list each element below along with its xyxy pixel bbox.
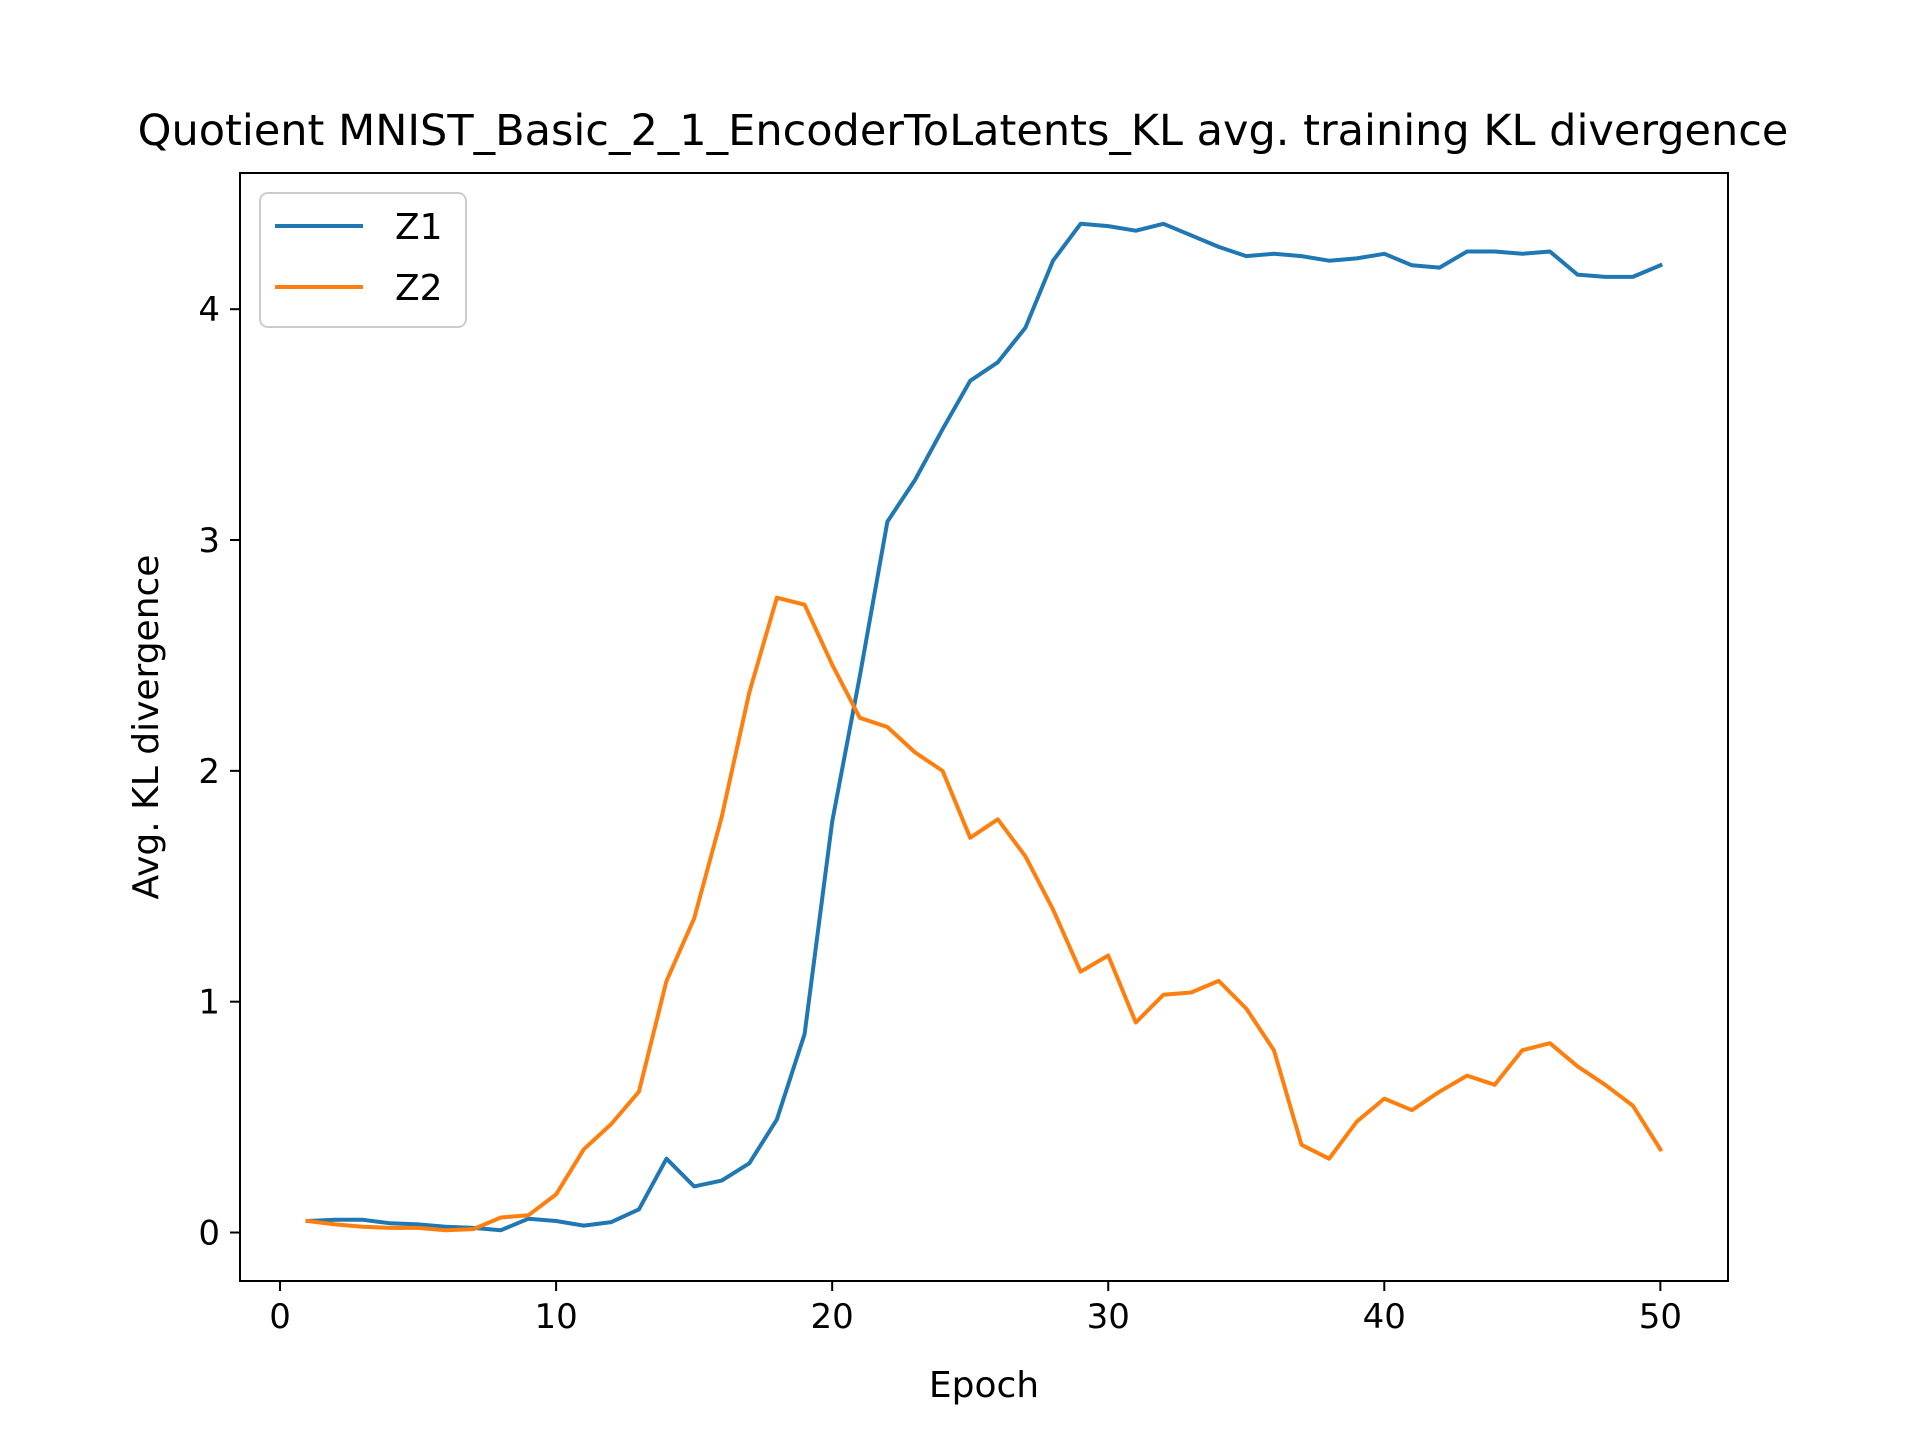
y-tick-label: 1 <box>198 983 220 1023</box>
x-tick-label: 0 <box>269 1297 291 1337</box>
legend-label-z1: Z1 <box>395 207 443 248</box>
chart-title: Quotient MNIST_Basic_2_1_EncoderToLatent… <box>138 106 1789 156</box>
plot-area <box>239 172 1729 1282</box>
y-axis-label: Avg. KL divergence <box>126 555 167 900</box>
series-line-z1 <box>305 221 1664 1233</box>
y-tick-label: 3 <box>198 521 220 561</box>
x-tick-label: 30 <box>1087 1297 1130 1337</box>
x-tick-label: 40 <box>1363 1297 1406 1337</box>
y-tick-label: 0 <box>198 1214 220 1254</box>
y-tick-label: 4 <box>198 290 220 330</box>
x-tick-label: 50 <box>1639 1297 1682 1337</box>
y-tick-label: 2 <box>198 752 220 792</box>
x-tick-label: 20 <box>811 1297 854 1337</box>
x-axis-label: Epoch <box>929 1365 1039 1406</box>
series-layer <box>305 221 1664 1233</box>
series-line-z2 <box>305 595 1664 1233</box>
axis-ticks: 0 10 20 30 40 50 0 1 2 3 4 <box>198 290 1682 1337</box>
legend-label-z2: Z2 <box>395 268 443 309</box>
x-tick-label: 10 <box>534 1297 577 1337</box>
